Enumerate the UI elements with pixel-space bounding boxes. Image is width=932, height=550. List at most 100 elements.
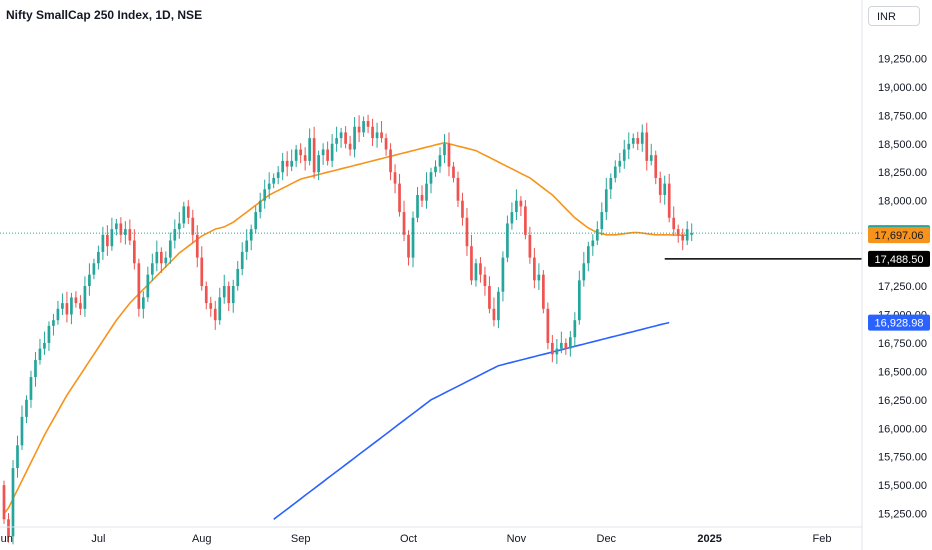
candle [2, 480, 6, 524]
candle [88, 263, 91, 296]
candle [218, 287, 222, 325]
candle [299, 143, 303, 164]
candle [132, 229, 136, 270]
candle [479, 257, 482, 283]
candle [317, 150, 320, 181]
candle [173, 219, 177, 249]
candle [344, 126, 347, 149]
candle [398, 173, 401, 217]
price-axis[interactable]: 19,250.00 19,000.00 18,750.00 18,500.00 18,2… [861, 0, 927, 550]
candle [411, 211, 415, 268]
candle [38, 338, 42, 365]
candle [654, 150, 658, 185]
candle [146, 266, 150, 302]
candle [384, 133, 388, 156]
price-tag: 16,928.98 [868, 314, 930, 331]
y-tick-label: 18,750.00 [878, 110, 927, 122]
candle [658, 171, 662, 203]
candle [690, 223, 694, 242]
candle [182, 201, 186, 228]
candle [465, 208, 469, 256]
candle [492, 297, 496, 327]
candle [649, 143, 653, 166]
price-tag: 17,488.50 [868, 250, 930, 267]
y-tick-label: 16,000.00 [878, 423, 927, 435]
y-tick-label: 18,250.00 [878, 167, 927, 179]
candle [542, 270, 545, 314]
candle [61, 293, 64, 316]
candle [622, 139, 626, 169]
candle [551, 334, 554, 363]
candle [83, 276, 87, 317]
candle [155, 240, 159, 272]
candle [34, 352, 37, 387]
candle [101, 226, 105, 260]
candle [52, 313, 55, 336]
candle [254, 205, 258, 234]
price-tag-label: 17,488.50 [875, 254, 924, 266]
candle [150, 253, 154, 281]
candle [231, 279, 235, 313]
candle [636, 131, 640, 151]
candle [285, 151, 289, 177]
candle [577, 270, 581, 325]
candle [609, 173, 613, 199]
candle [357, 115, 361, 143]
candle [168, 232, 172, 264]
candle [263, 179, 267, 209]
horizontal-level-line[interactable] [0, 232, 862, 260]
candle [20, 405, 24, 450]
currency-selector[interactable]: INR [868, 6, 920, 26]
candle [362, 116, 365, 137]
candle [555, 338, 559, 364]
candle [681, 228, 685, 251]
candle [389, 143, 392, 181]
candle [200, 246, 204, 291]
candle [209, 296, 213, 317]
candle [402, 200, 406, 242]
y-tick-label: 19,000.00 [878, 82, 927, 94]
x-tick-label: Dec [597, 533, 617, 545]
candle [308, 128, 311, 166]
candle [371, 118, 374, 147]
candle [564, 338, 568, 355]
y-tick-label: 16,750.00 [878, 338, 927, 350]
candle [573, 312, 577, 347]
candle [11, 460, 15, 545]
candle [420, 185, 424, 207]
candle [204, 281, 208, 310]
candle [640, 124, 644, 152]
candle [667, 173, 671, 223]
candle [236, 261, 240, 291]
candle [353, 117, 356, 158]
candle [79, 295, 82, 316]
candle [515, 189, 518, 221]
candle [447, 132, 451, 177]
candle [25, 395, 28, 424]
y-tick-label: 17,250.00 [878, 281, 927, 293]
candle [452, 162, 455, 183]
candle [115, 218, 118, 236]
x-tick-label: Jul [91, 533, 105, 545]
candle [222, 274, 226, 304]
candle [124, 221, 127, 245]
candle [559, 331, 563, 354]
moving-average-short [3, 141, 688, 515]
candle [227, 281, 231, 312]
price-tag: 17,697.06 [868, 227, 930, 244]
x-tick-label: Oct [400, 533, 417, 545]
x-tick-label: 2025 [697, 533, 721, 545]
candle [339, 127, 343, 148]
candle [483, 266, 487, 296]
candle [128, 219, 132, 246]
candle [281, 152, 285, 181]
candle [443, 134, 446, 164]
candle [582, 251, 586, 287]
candle [137, 258, 141, 317]
candle [434, 160, 437, 177]
time-axis[interactable]: Jun Jul Aug Sep Oct Nov Dec 2025 Feb [0, 526, 862, 545]
x-tick-label: Sep [291, 533, 311, 545]
candle [191, 209, 195, 243]
candlesticks [2, 114, 694, 545]
